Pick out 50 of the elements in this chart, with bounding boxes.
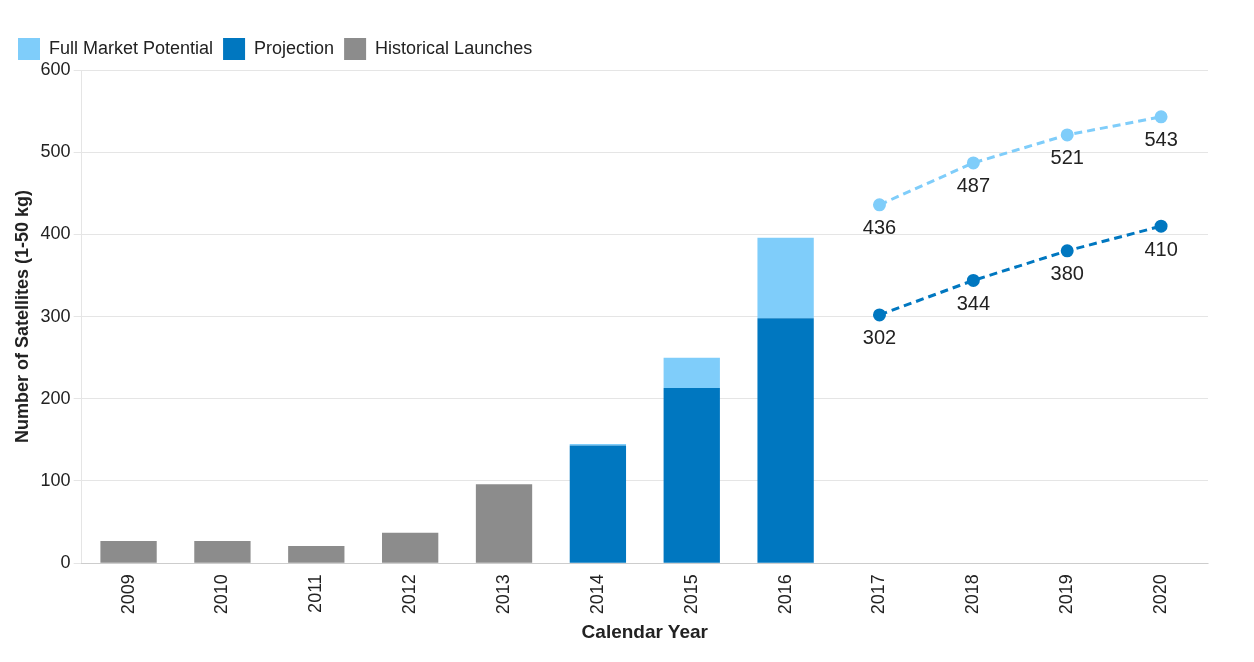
bar	[663, 388, 720, 563]
bar	[382, 532, 439, 563]
data-label: 344	[956, 291, 991, 314]
x-tick-label: 2014	[586, 574, 607, 615]
point	[872, 198, 886, 212]
y-tick-label: 600	[40, 58, 71, 79]
y-axis-title: Number of Satellites (1-50 kg)	[11, 190, 32, 444]
x-tick-label: 2012	[399, 574, 420, 615]
bar	[569, 445, 627, 563]
x-tick-label: 2009	[117, 574, 138, 615]
y-tick-label: 100	[40, 469, 71, 490]
bar	[757, 237, 814, 319]
data-label: 521	[1050, 146, 1084, 169]
data-label: 487	[956, 174, 991, 197]
legend-label: Projection	[254, 37, 335, 58]
bar	[100, 540, 157, 563]
data-label: 436	[862, 216, 897, 239]
y-tick-label: 200	[40, 387, 71, 408]
legend-label: Full Market Potential	[49, 37, 214, 58]
data-label: 380	[1050, 262, 1084, 285]
data-label: 543	[1144, 128, 1178, 151]
point	[1060, 128, 1074, 142]
bar	[475, 484, 533, 563]
legend-label: Historical Launches	[375, 37, 533, 58]
x-tick-label: 2017	[868, 574, 889, 615]
bar	[194, 540, 251, 563]
x-tick-label: 2020	[1150, 574, 1171, 615]
x-tick-label: 2010	[211, 574, 232, 615]
x-tick-label: 2011	[305, 574, 326, 613]
bar	[757, 318, 814, 563]
point	[1060, 244, 1074, 258]
data-label: 410	[1144, 237, 1178, 260]
x-axis-title: Calendar Year	[581, 620, 709, 642]
y-tick-label: 500	[40, 141, 71, 162]
bar	[663, 357, 720, 389]
x-tick-label: 2019	[1056, 574, 1077, 615]
x-tick-label: 2013	[492, 574, 513, 615]
x-tick-label: 2016	[774, 574, 795, 615]
point	[872, 308, 886, 322]
x-tick-label: 2015	[680, 574, 701, 615]
y-tick-label: 400	[40, 223, 71, 244]
point	[1154, 219, 1168, 233]
data-label: 302	[862, 326, 897, 349]
bar	[288, 545, 345, 563]
y-tick-label: 300	[40, 305, 71, 326]
y-tick-label: 0	[60, 552, 71, 573]
point	[1154, 110, 1168, 124]
point	[966, 273, 980, 287]
point	[966, 156, 980, 170]
x-tick-label: 2018	[962, 574, 983, 615]
